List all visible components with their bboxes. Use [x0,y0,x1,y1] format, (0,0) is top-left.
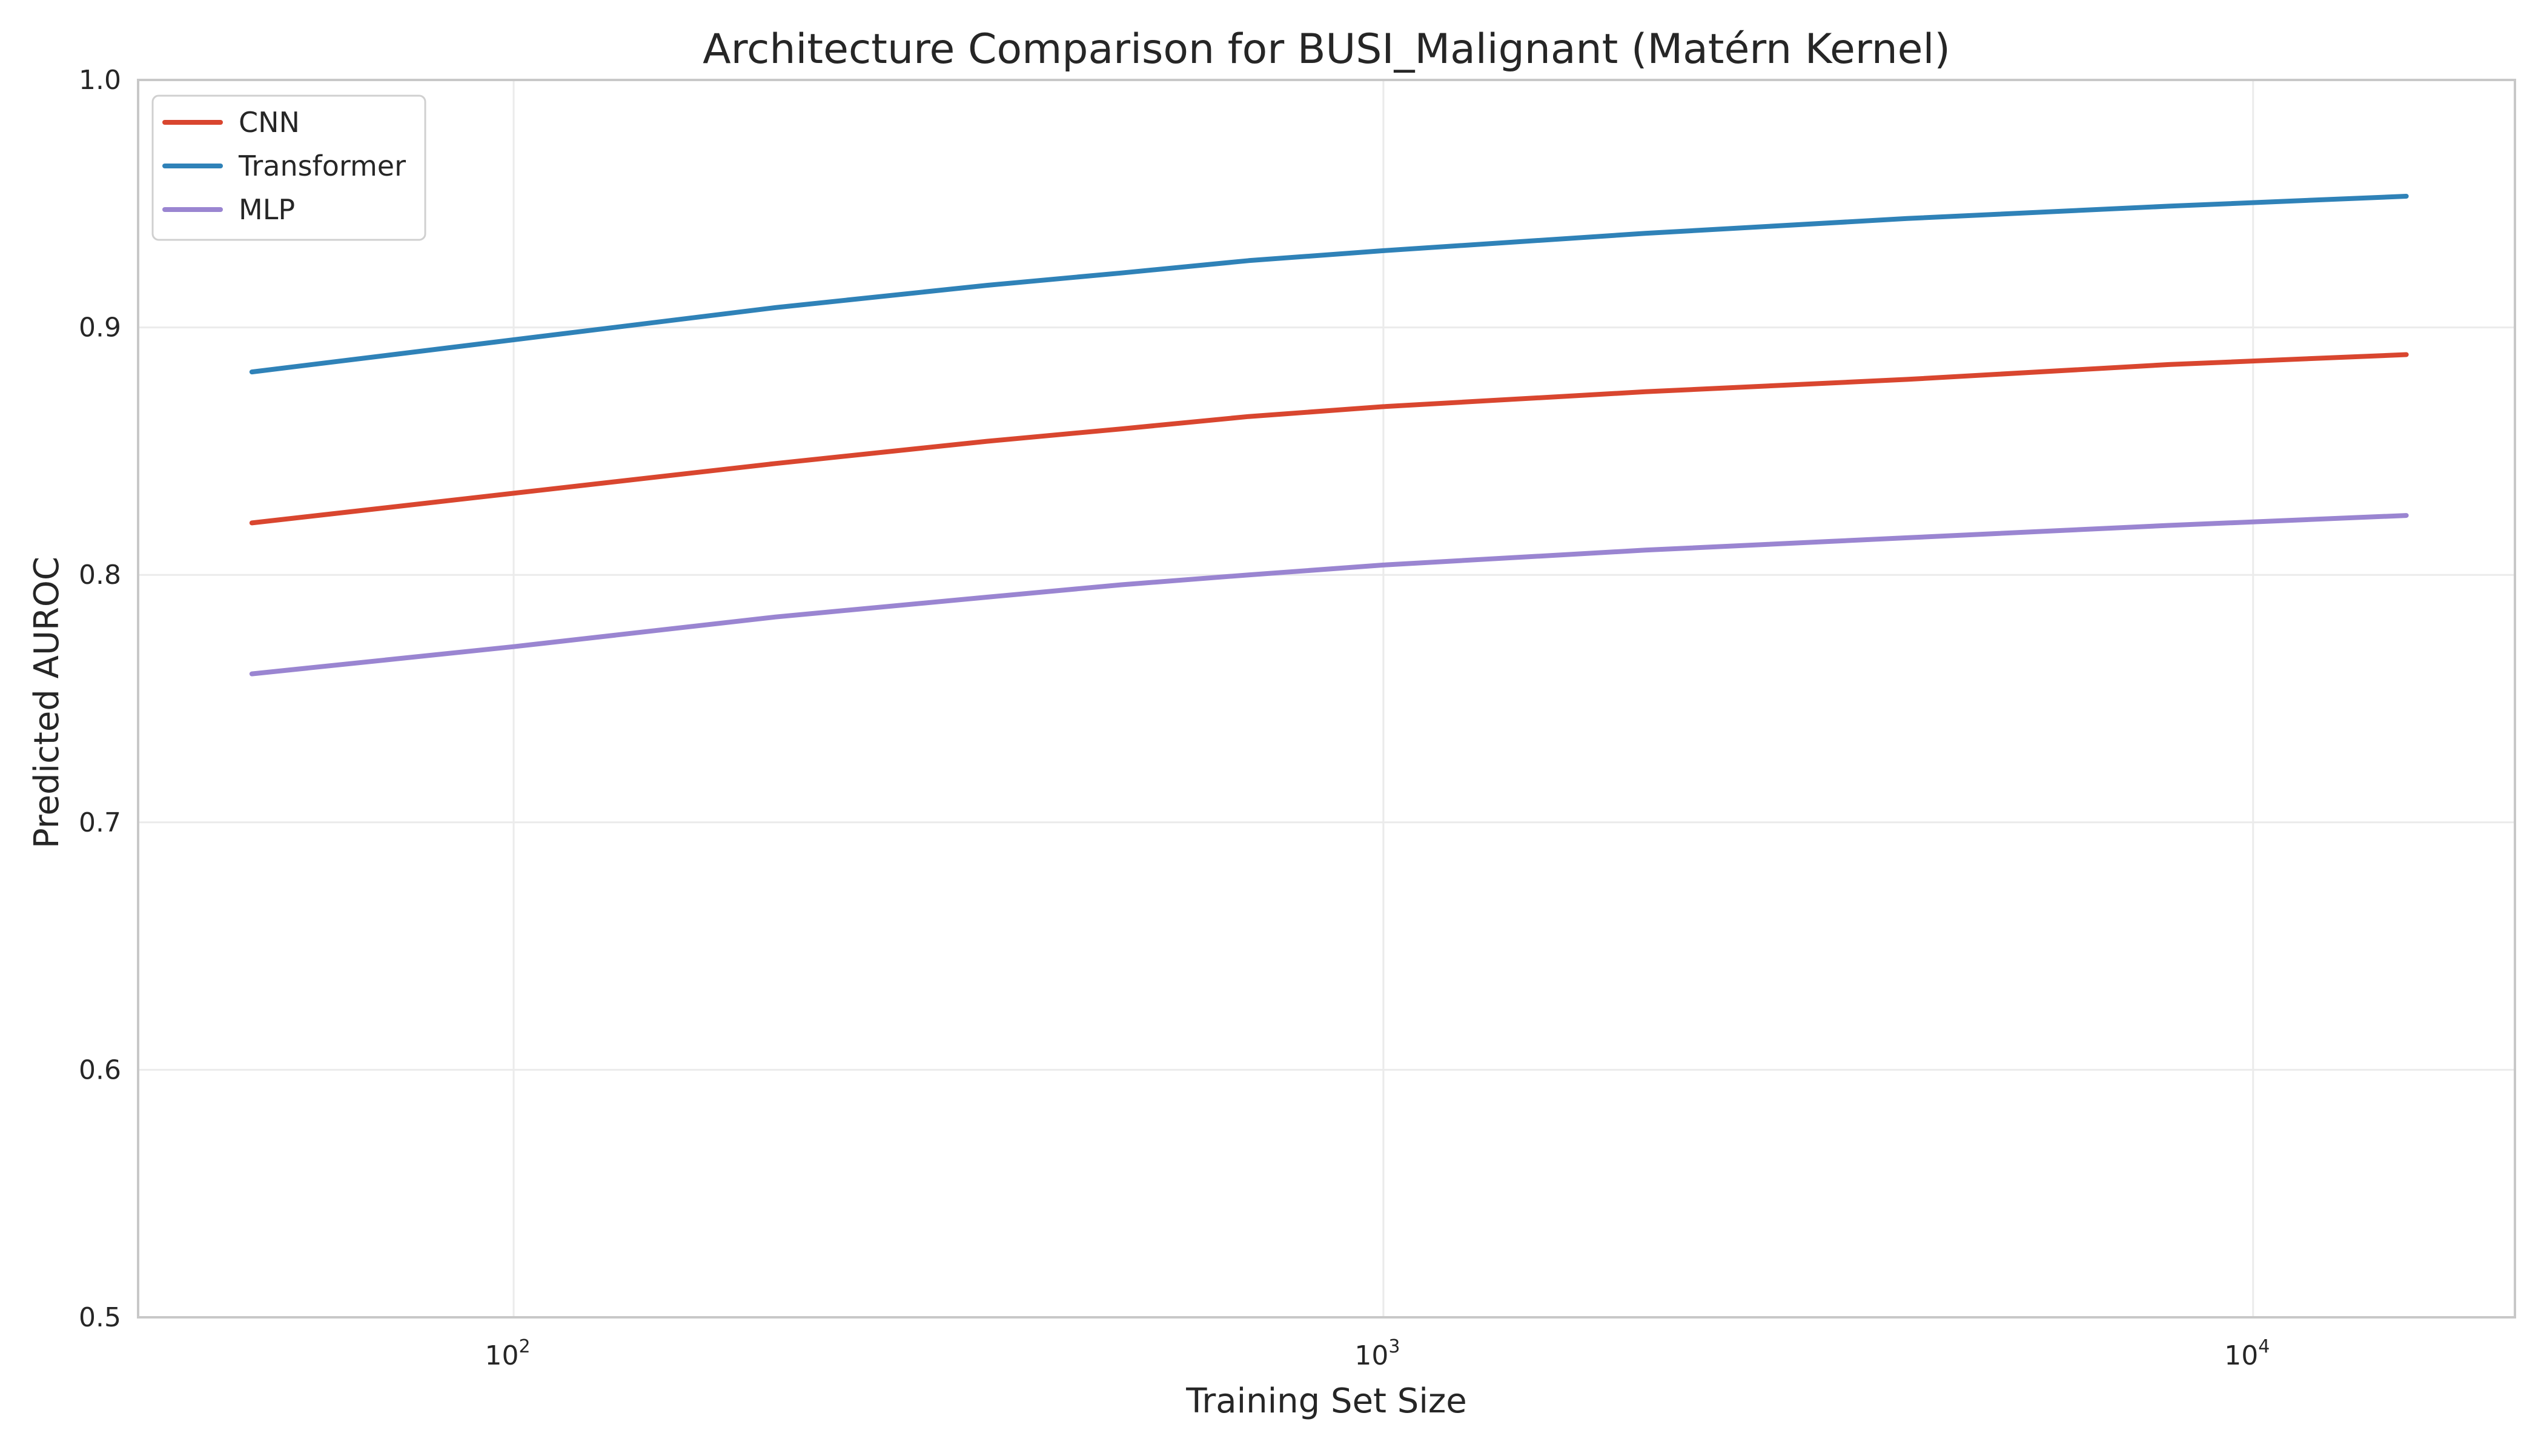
chart-title: Architecture Comparison for BUSI_Maligna… [703,25,1950,73]
y-tick-label: 0.5 [79,1302,121,1333]
series-line-transformer [249,194,2409,375]
y-axis-label: Predicted AUROC [27,557,67,849]
y-tick-label: 1.0 [79,65,121,96]
tick-labels: 0.5 0.6 0.7 0.8 0.9 1.0 102 103 104 [79,65,2270,1371]
legend-label-mlp: MLP [239,193,295,226]
x-axis-label: Training Set Size [1185,1382,1466,1421]
y-tick-label: 0.8 [79,560,121,591]
y-tick-label: 0.6 [79,1054,121,1085]
legend-label-cnn: CNN [239,106,300,139]
plot-area-frame [137,79,2516,1319]
series-line-mlp [249,513,2409,677]
legend-entries: CNN Transformer MLP [162,106,406,226]
x-tick-label: 103 [1354,1336,1400,1371]
y-tick-label: 0.9 [79,313,121,343]
x-tick-label: 102 [485,1336,530,1371]
legend-box [151,94,426,241]
legend-label-transformer: Transformer [238,150,406,182]
series-line-cnn [249,352,2409,526]
series-lines [249,194,2409,677]
x-tick-label: 104 [2224,1336,2270,1371]
legend: CNN Transformer MLP [151,94,426,241]
y-tick-label: 0.7 [79,807,121,838]
